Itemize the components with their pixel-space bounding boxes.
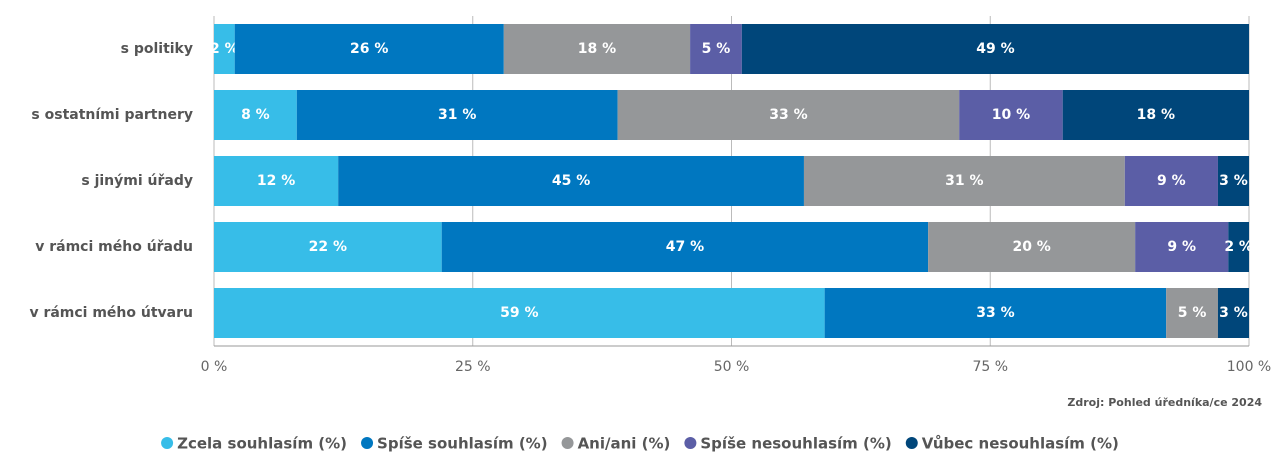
value-label: 49 % <box>976 41 1014 57</box>
bar-segment <box>214 156 339 206</box>
bar-segment <box>234 24 504 74</box>
bar-segment <box>1062 90 1249 140</box>
value-label: 10 % <box>992 107 1030 123</box>
legend-label: Spíše nesouhlasím (%) <box>700 435 891 453</box>
bar-segment <box>741 24 1249 74</box>
value-label: 5 % <box>702 41 731 57</box>
bar-segment <box>214 222 442 272</box>
bar-segment <box>1124 156 1218 206</box>
legend: Zcela souhlasím (%) Spíše souhlasím (%) An… <box>161 435 1119 453</box>
legend-label: Ani/ani (%) <box>578 435 671 453</box>
x-tick-label: 25 % <box>455 359 491 375</box>
x-tick-label: 50 % <box>714 359 750 375</box>
value-label: 33 % <box>976 305 1014 321</box>
bar-segment <box>690 24 742 74</box>
bar-segment <box>617 90 960 140</box>
value-label: 18 % <box>578 41 616 57</box>
x-tick-label: 75 % <box>972 359 1008 375</box>
y-tick-label: s ostatními partnery <box>31 107 193 123</box>
bar-segment <box>1217 156 1249 206</box>
value-label: 18 % <box>1137 107 1175 123</box>
x-tick-label: 0 % <box>201 359 228 375</box>
bar-segment <box>1135 222 1229 272</box>
value-label: 8 % <box>241 107 270 123</box>
bar-segment <box>503 24 691 74</box>
legend-swatch <box>161 437 174 449</box>
bar-segment <box>1217 288 1249 338</box>
value-label: 31 % <box>438 107 476 123</box>
value-label: 22 % <box>309 239 347 255</box>
y-tick-label: s jinými úřady <box>81 173 193 189</box>
bar-segment <box>928 222 1136 272</box>
bar-segment <box>338 156 804 206</box>
value-label: 31 % <box>945 173 983 189</box>
value-label: 59 % <box>500 305 538 321</box>
value-label: 9 % <box>1167 239 1196 255</box>
legend-swatch <box>905 437 918 449</box>
bar-segment <box>959 90 1063 140</box>
bar-segment <box>214 24 235 74</box>
x-tick-label: 100 % <box>1227 359 1271 375</box>
bar-segment <box>824 288 1167 338</box>
bar-segment <box>214 288 825 338</box>
source: Zdroj: Pohled úředníka/ce 2024 <box>1067 396 1262 409</box>
legend-swatch <box>361 437 374 449</box>
bar-segment <box>296 90 618 140</box>
bar-segment <box>803 156 1125 206</box>
legend-swatch <box>561 437 574 449</box>
value-label: 2 % <box>210 41 239 57</box>
value-label: 26 % <box>350 41 388 57</box>
bar-segment <box>441 222 929 272</box>
value-label: 5 % <box>1178 305 1207 321</box>
value-label: 47 % <box>666 239 704 255</box>
bar-segment <box>1228 222 1249 272</box>
value-label: 9 % <box>1157 173 1186 189</box>
legend-label: Spíše souhlasím (%) <box>377 435 548 453</box>
legend-swatch <box>684 437 697 449</box>
value-label: 45 % <box>552 173 590 189</box>
value-label: 2 % <box>1224 239 1253 255</box>
bar-segment <box>1166 288 1218 338</box>
value-label: 33 % <box>769 107 807 123</box>
value-label: 3 % <box>1219 173 1248 189</box>
bar-segment <box>214 90 297 140</box>
value-label: 20 % <box>1012 239 1050 255</box>
legend-label: Vůbec nesouhlasím (%) <box>922 435 1119 453</box>
value-label: 12 % <box>257 173 295 189</box>
y-tick-label: v rámci mého úřadu <box>35 239 193 255</box>
y-tick-label: v rámci mého útvaru <box>29 305 193 321</box>
legend-label: Zcela souhlasím (%) <box>177 435 347 453</box>
y-tick-label: s politiky <box>121 41 193 57</box>
value-label: 3 % <box>1219 305 1248 321</box>
